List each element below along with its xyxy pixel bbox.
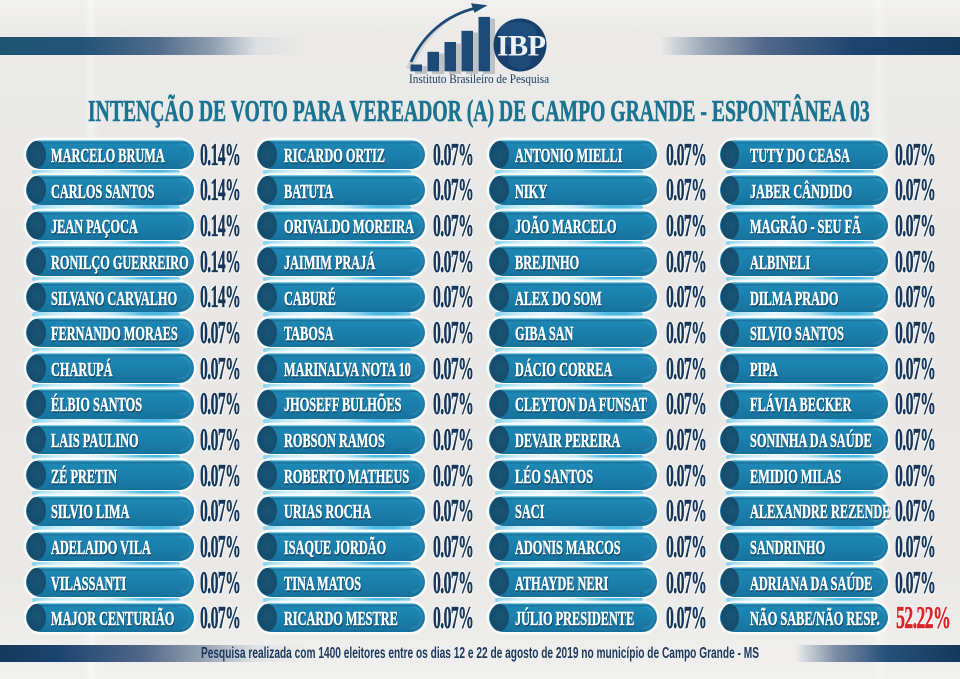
svg-text:IBP: IBP <box>497 30 546 63</box>
